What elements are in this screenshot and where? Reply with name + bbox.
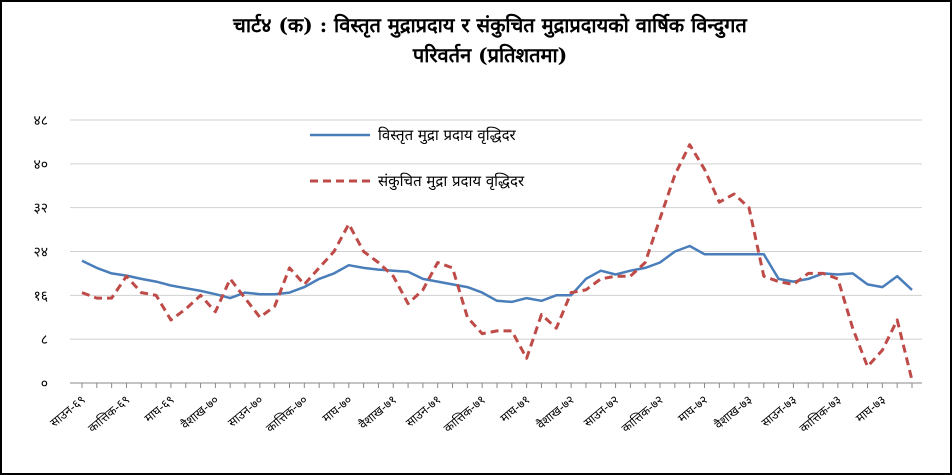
- y-tick-label: १६: [33, 288, 48, 304]
- chart-title: परिवर्तन (प्रतिशतमा): [412, 43, 567, 67]
- y-tick-label: २४: [33, 245, 48, 261]
- series-line: [81, 244, 913, 304]
- y-tick-label: ०: [41, 376, 48, 392]
- legend-label: विस्तृत मुद्रा प्रदाय वृद्धिदर: [378, 126, 517, 145]
- y-tick-label: ३२: [33, 201, 48, 217]
- y-tick-label: ४०: [33, 157, 48, 173]
- y-tick-label: ८: [41, 332, 48, 348]
- series-line: [81, 143, 914, 381]
- legend-label: संकुचित मुद्रा प्रदाय वृद्धिदर: [378, 172, 525, 191]
- chart-title: चार्ट४ (क) : विस्तृत मुद्राप्रदाय र संकु…: [232, 13, 748, 39]
- y-tick-label: ४८: [33, 113, 48, 129]
